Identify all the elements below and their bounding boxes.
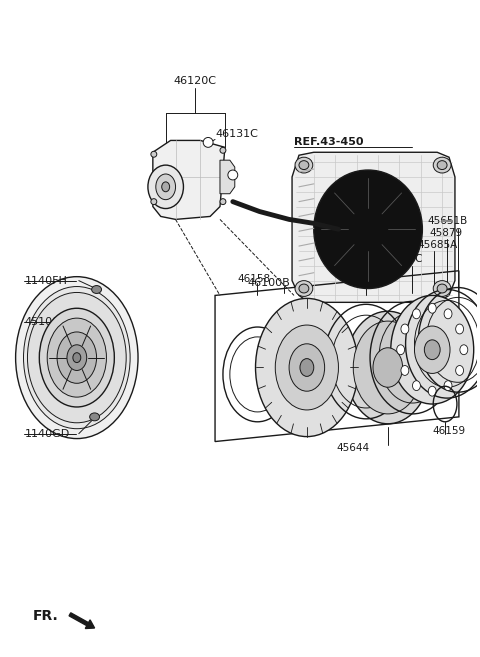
Ellipse shape: [16, 277, 138, 439]
Ellipse shape: [373, 348, 403, 387]
Text: REF.43-450: REF.43-450: [294, 137, 363, 147]
Ellipse shape: [156, 174, 176, 200]
Ellipse shape: [39, 308, 114, 407]
Ellipse shape: [255, 298, 358, 437]
Text: 45879: 45879: [429, 228, 462, 238]
Text: 1140FH: 1140FH: [24, 276, 67, 286]
Ellipse shape: [428, 304, 436, 313]
Text: 45651B: 45651B: [427, 216, 468, 227]
Ellipse shape: [396, 345, 405, 355]
Ellipse shape: [27, 292, 126, 423]
Ellipse shape: [90, 413, 99, 421]
Ellipse shape: [424, 340, 440, 359]
Text: 45651C: 45651C: [383, 254, 423, 264]
Ellipse shape: [444, 380, 452, 390]
Ellipse shape: [289, 344, 324, 391]
Ellipse shape: [275, 325, 338, 410]
Ellipse shape: [401, 324, 409, 334]
Text: 46159: 46159: [432, 426, 466, 436]
Text: 45644: 45644: [336, 443, 370, 453]
Polygon shape: [292, 152, 455, 302]
Ellipse shape: [57, 332, 96, 383]
Polygon shape: [153, 141, 225, 219]
Ellipse shape: [346, 311, 430, 424]
Ellipse shape: [300, 359, 314, 376]
Text: 46158: 46158: [238, 274, 271, 284]
Ellipse shape: [148, 165, 183, 208]
Text: 46120C: 46120C: [174, 76, 217, 86]
Ellipse shape: [433, 281, 451, 296]
Ellipse shape: [456, 365, 464, 375]
Text: 45643C: 45643C: [347, 265, 387, 276]
Ellipse shape: [24, 286, 130, 429]
Ellipse shape: [412, 380, 420, 390]
Ellipse shape: [92, 286, 101, 294]
Ellipse shape: [456, 324, 464, 334]
Text: 45100: 45100: [24, 317, 60, 327]
Ellipse shape: [414, 326, 450, 373]
Text: 1140GD: 1140GD: [24, 428, 70, 439]
Ellipse shape: [428, 386, 436, 396]
Ellipse shape: [73, 353, 81, 363]
Ellipse shape: [228, 170, 238, 180]
Ellipse shape: [437, 161, 447, 170]
Text: 46100B: 46100B: [248, 278, 290, 288]
Ellipse shape: [220, 198, 226, 204]
Ellipse shape: [299, 161, 309, 170]
Ellipse shape: [299, 284, 309, 293]
Ellipse shape: [295, 281, 313, 296]
Ellipse shape: [151, 198, 157, 204]
Text: FR.: FR.: [32, 609, 58, 623]
Text: 45685A: 45685A: [418, 240, 458, 250]
Text: 46131C: 46131C: [215, 129, 258, 139]
Ellipse shape: [295, 157, 313, 173]
Ellipse shape: [220, 147, 226, 153]
Ellipse shape: [67, 345, 87, 371]
Ellipse shape: [412, 309, 420, 319]
Ellipse shape: [314, 170, 422, 288]
Ellipse shape: [391, 296, 474, 404]
Ellipse shape: [47, 318, 107, 397]
Ellipse shape: [433, 157, 451, 173]
Ellipse shape: [444, 309, 452, 319]
Polygon shape: [220, 160, 235, 194]
Ellipse shape: [460, 345, 468, 355]
Ellipse shape: [353, 321, 422, 414]
Ellipse shape: [437, 284, 447, 293]
Ellipse shape: [151, 151, 157, 157]
Ellipse shape: [203, 137, 213, 147]
Ellipse shape: [162, 182, 169, 192]
Ellipse shape: [401, 365, 409, 375]
FancyArrow shape: [69, 613, 95, 629]
